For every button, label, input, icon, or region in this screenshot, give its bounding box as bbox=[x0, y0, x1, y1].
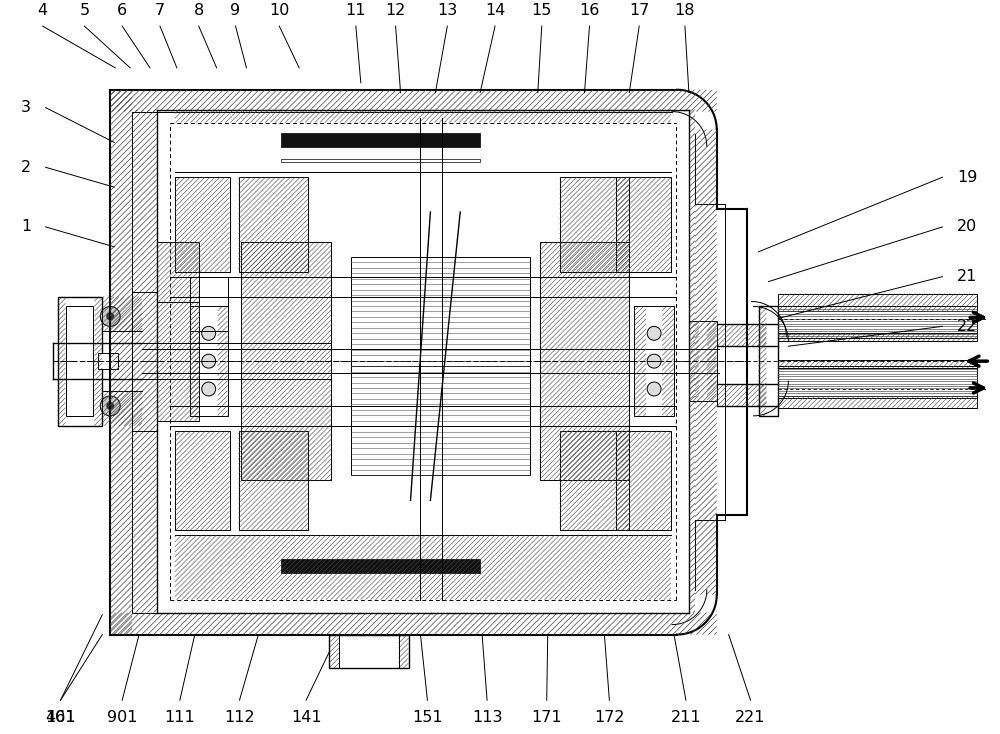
Bar bbox=[560, 431, 629, 530]
Bar bbox=[778, 360, 977, 368]
Bar bbox=[241, 241, 331, 481]
Text: 161: 161 bbox=[45, 710, 76, 725]
Text: 3: 3 bbox=[21, 100, 31, 115]
Text: 7: 7 bbox=[155, 3, 165, 18]
Bar bbox=[616, 431, 671, 530]
Bar bbox=[58, 297, 102, 426]
Text: 211: 211 bbox=[671, 710, 701, 725]
Bar bbox=[239, 177, 308, 272]
Bar bbox=[778, 294, 977, 311]
Bar bbox=[329, 635, 409, 669]
Text: 16: 16 bbox=[579, 3, 600, 18]
Bar bbox=[157, 302, 199, 421]
Bar bbox=[717, 324, 766, 346]
Circle shape bbox=[647, 355, 661, 368]
Bar bbox=[778, 307, 977, 338]
Text: 1: 1 bbox=[21, 219, 31, 234]
Circle shape bbox=[202, 382, 216, 396]
Text: 113: 113 bbox=[472, 710, 502, 725]
Bar bbox=[281, 134, 480, 148]
Circle shape bbox=[100, 307, 120, 327]
Bar bbox=[778, 396, 977, 408]
Text: 22: 22 bbox=[957, 319, 978, 334]
Text: 901: 901 bbox=[107, 710, 137, 725]
Circle shape bbox=[202, 327, 216, 341]
Text: 4: 4 bbox=[38, 3, 48, 18]
Text: 18: 18 bbox=[675, 3, 695, 18]
Text: 19: 19 bbox=[957, 170, 978, 185]
Circle shape bbox=[106, 402, 114, 410]
Bar bbox=[759, 307, 778, 416]
Circle shape bbox=[647, 382, 661, 396]
Bar bbox=[560, 177, 629, 272]
Text: 12: 12 bbox=[385, 3, 406, 18]
Text: 13: 13 bbox=[437, 3, 457, 18]
Text: 10: 10 bbox=[269, 3, 289, 18]
Text: 112: 112 bbox=[224, 710, 255, 725]
Bar bbox=[717, 384, 766, 406]
Bar bbox=[281, 159, 480, 162]
Text: 141: 141 bbox=[291, 710, 321, 725]
Bar bbox=[157, 241, 199, 302]
Text: 8: 8 bbox=[194, 3, 204, 18]
Text: 2: 2 bbox=[21, 160, 31, 175]
Text: 14: 14 bbox=[485, 3, 505, 18]
Bar bbox=[175, 177, 230, 272]
Bar bbox=[98, 353, 118, 369]
Bar bbox=[239, 431, 308, 530]
Text: 5: 5 bbox=[79, 3, 89, 18]
Bar bbox=[778, 333, 977, 341]
Bar bbox=[616, 177, 671, 272]
Bar bbox=[351, 366, 530, 476]
Circle shape bbox=[106, 313, 114, 321]
Text: 111: 111 bbox=[164, 710, 195, 725]
Text: 15: 15 bbox=[532, 3, 552, 18]
Text: 17: 17 bbox=[629, 3, 649, 18]
Text: 151: 151 bbox=[412, 710, 443, 725]
Circle shape bbox=[647, 327, 661, 341]
Text: 6: 6 bbox=[117, 3, 127, 18]
Text: 221: 221 bbox=[735, 710, 766, 725]
Text: 20: 20 bbox=[957, 219, 978, 234]
Bar bbox=[190, 277, 228, 331]
Bar bbox=[634, 307, 674, 416]
Text: 172: 172 bbox=[594, 710, 625, 725]
Bar bbox=[689, 321, 717, 401]
Text: 9: 9 bbox=[230, 3, 241, 18]
Circle shape bbox=[202, 355, 216, 368]
Bar bbox=[540, 241, 629, 481]
Text: 21: 21 bbox=[957, 269, 978, 284]
Bar bbox=[778, 366, 977, 398]
Bar bbox=[175, 431, 230, 530]
Text: 11: 11 bbox=[346, 3, 366, 18]
Bar bbox=[281, 559, 480, 573]
Bar bbox=[190, 307, 228, 416]
Circle shape bbox=[100, 396, 120, 416]
Text: 401: 401 bbox=[45, 710, 76, 725]
Bar bbox=[66, 307, 93, 416]
Bar bbox=[351, 257, 530, 366]
Text: 171: 171 bbox=[531, 710, 562, 725]
